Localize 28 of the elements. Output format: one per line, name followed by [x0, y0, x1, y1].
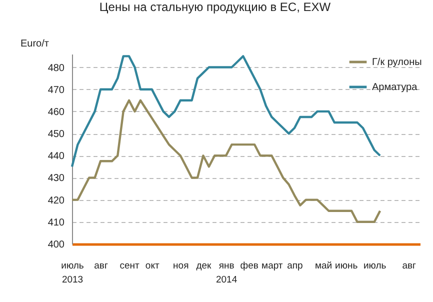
- y-tick-label: 440: [48, 151, 65, 162]
- y-axis-title: Euro/т: [20, 38, 50, 50]
- legend-label: Г/к рулоны: [372, 57, 422, 68]
- x-tick-label: ноя: [173, 260, 189, 272]
- y-tick-label: 400: [48, 240, 65, 250]
- y-tick-label: 420: [48, 195, 65, 206]
- x-tick-label: апр: [287, 260, 303, 272]
- y-tick-label: 410: [48, 217, 65, 228]
- x-tick-label: июнь: [335, 260, 358, 272]
- line-series: [70, 99, 382, 224]
- x-tick-label: фев: [240, 260, 258, 272]
- y-tick-label: 450: [48, 129, 65, 140]
- x-tick-label: авг: [94, 260, 108, 272]
- chart-title: Цены на стальную продукцию в ЕС, EXW: [99, 0, 332, 14]
- x-tick-label: июль 2013: [61, 260, 84, 286]
- x-tick-label: авг: [402, 260, 417, 272]
- y-tick-label: 470: [48, 84, 65, 96]
- x-tick-label: июль: [364, 260, 386, 272]
- y-tick-label: 480: [48, 62, 65, 74]
- y-tick-label: 430: [48, 173, 65, 184]
- legend-label: Арматура: [372, 82, 418, 93]
- x-tick-label: янв 2014: [216, 260, 238, 286]
- y-tick-label: 460: [48, 106, 65, 118]
- x-tick-label: дек: [196, 260, 212, 272]
- x-tick-label: май: [314, 260, 332, 272]
- x-tick-label: сент: [120, 260, 140, 272]
- x-tick-label: март: [262, 260, 284, 272]
- x-tick-label: окт: [145, 260, 160, 272]
